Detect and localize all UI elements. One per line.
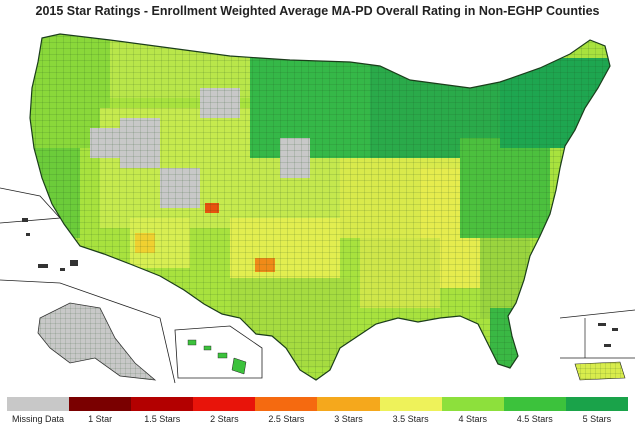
legend-label: Missing Data: [12, 414, 65, 424]
legend-swatch-3-5: [379, 397, 442, 411]
hawaii-inset: [174, 325, 263, 379]
legend-label: 4.5 Stars: [516, 414, 553, 424]
map-title: 2015 Star Ratings - Enrollment Weighted …: [35, 4, 600, 18]
legend-label: 4 Stars: [458, 414, 487, 424]
legend-swatch-2: [193, 397, 256, 411]
legend-label: 5 Stars: [582, 414, 612, 424]
legend-label: 2.5 Stars: [268, 414, 305, 424]
legend-swatch-missing: [7, 397, 70, 411]
legend-swatch-2-5: [255, 397, 318, 411]
legend-swatch-5: [565, 397, 628, 411]
legend-label: 2 Stars: [210, 414, 239, 424]
pacific-islands-inset: [22, 218, 78, 271]
legend-swatch-4: [441, 397, 504, 411]
puerto-rico-inset: [559, 309, 635, 381]
legend-swatch-1-5: [131, 397, 194, 411]
alaska-inset: [0, 187, 176, 384]
legend-label: 1 Star: [88, 414, 113, 424]
legend-swatch-1: [69, 397, 132, 411]
legend-color-bar: [7, 397, 628, 411]
legend-labels: Missing Data 1 Star 1.5 Stars 2 Stars 2.…: [7, 414, 628, 424]
legend-label: 1.5 Stars: [144, 414, 181, 424]
legend-swatch-3: [317, 397, 380, 411]
legend-label: 3.5 Stars: [392, 414, 429, 424]
us-county-map: [0, 33, 635, 384]
legend-swatch-4-5: [503, 397, 566, 411]
legend-label: 3 Stars: [334, 414, 363, 424]
